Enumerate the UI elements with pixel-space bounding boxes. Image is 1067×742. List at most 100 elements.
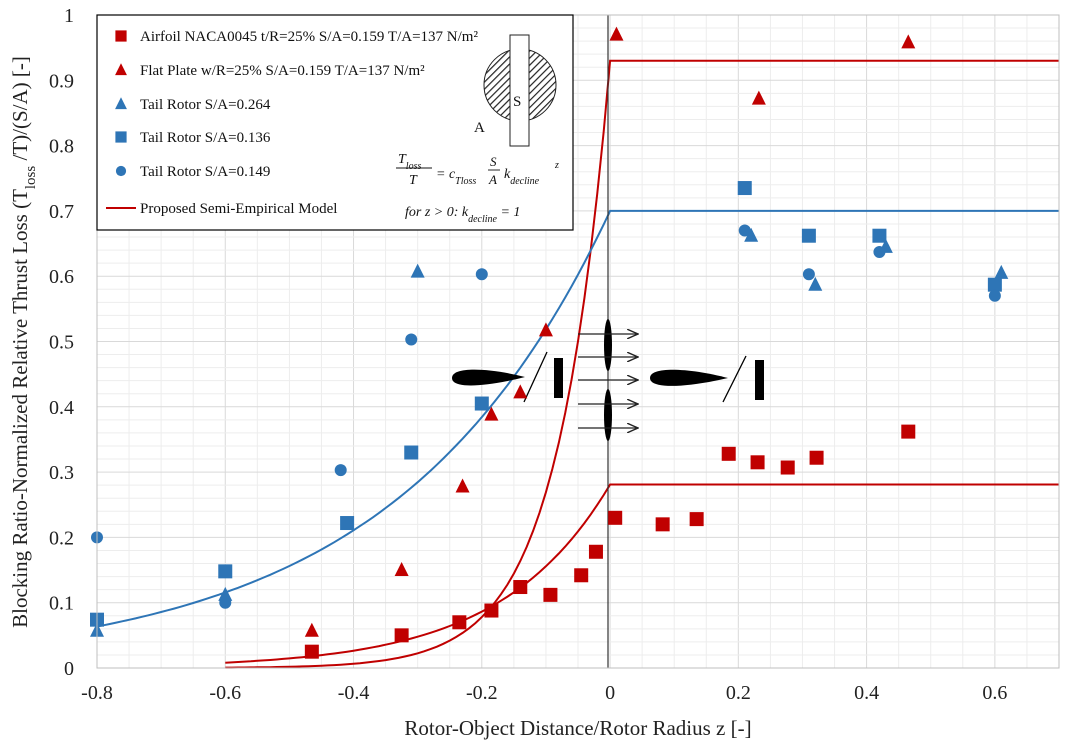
data-point <box>404 445 419 460</box>
legend-label: Tail Rotor S/A=0.264 <box>140 97 271 113</box>
y-axis-title-subscript: loss <box>23 166 39 190</box>
data-point <box>872 228 887 243</box>
svg-text:= cTloss: = cTloss <box>436 167 476 187</box>
airfoil-shape-left <box>452 369 525 386</box>
rotor-blade-bottom <box>604 389 612 441</box>
formula-eq: = c <box>436 167 456 182</box>
x-tick-label: 0.6 <box>982 682 1007 704</box>
legend-label: Flat Plate w/R=25% S/A=0.159 T/A=137 N/m… <box>140 63 425 79</box>
data-point <box>780 460 795 475</box>
formula-k-sup: z <box>554 160 559 171</box>
data-point <box>475 268 488 281</box>
blocking-plate-right-diagonal <box>722 355 747 403</box>
model-curve <box>225 59 1059 669</box>
svg-text:Tloss: Tloss <box>398 152 421 172</box>
data-point <box>304 644 319 659</box>
condition-tail: = 1 <box>497 205 520 220</box>
data-point <box>609 26 624 41</box>
model-formula: Tloss T = cTloss S A kdecline z for z > … <box>396 152 559 225</box>
formula-lhs-num-sub: loss <box>406 161 422 172</box>
data-point <box>987 277 1002 292</box>
data-point <box>655 517 670 532</box>
data-point <box>994 264 1009 279</box>
condition-text: for z > 0: k <box>405 205 469 220</box>
y-tick-label: 0.8 <box>49 136 74 158</box>
formula-lhs-den: T <box>409 173 418 188</box>
data-point <box>802 268 815 281</box>
formula-c-sub: Tloss <box>455 176 476 187</box>
data-point <box>513 384 528 399</box>
y-tick-label: 0.1 <box>49 593 74 615</box>
inset-label-s: S <box>513 94 521 110</box>
legend-marker-shape <box>115 97 127 110</box>
svg-text:for z > 0: kdecline = 1: for z > 0: kdecline = 1 <box>405 205 520 225</box>
legend-label: Airfoil NACA0045 t/R=25% S/A=0.159 T/A=1… <box>140 29 478 45</box>
x-tick-label: 0.4 <box>854 682 879 704</box>
plot-area-border <box>96 14 1060 669</box>
data-point <box>474 396 489 411</box>
legend-label: Tail Rotor S/A=0.136 <box>140 130 271 146</box>
data-point <box>750 455 765 470</box>
data-points <box>90 26 1009 659</box>
formula-lhs-num: T <box>398 152 407 167</box>
formula-k-sub: decline <box>510 176 539 187</box>
x-tick-label: -0.2 <box>466 682 498 704</box>
condition-sub: decline <box>468 214 497 225</box>
data-point <box>608 510 623 525</box>
data-point <box>744 227 759 242</box>
data-point <box>334 464 347 477</box>
y-tick-label: 0.7 <box>49 201 74 223</box>
legend-marker-shape <box>115 30 127 42</box>
blocking-plate-left-diagonal <box>523 351 548 403</box>
airfoil-shape-right <box>650 369 728 386</box>
y-axis-title-prefix: Blocking Ratio-Normalized Relative Thrus… <box>8 189 32 628</box>
data-point <box>304 622 319 637</box>
x-tick-label: 0 <box>605 682 615 704</box>
y-tick-label: 0.9 <box>49 70 74 92</box>
legend-entries: Airfoil NACA0045 t/R=25% S/A=0.159 T/A=1… <box>106 29 478 217</box>
blocking-plate-left <box>554 358 563 398</box>
data-point <box>405 333 418 346</box>
data-point <box>340 516 355 531</box>
y-tick-label: 0.3 <box>49 462 74 484</box>
data-point <box>543 587 558 602</box>
data-point <box>513 580 528 595</box>
data-point <box>394 628 409 643</box>
legend-marker <box>115 97 127 110</box>
data-point <box>452 615 467 630</box>
data-point <box>219 596 232 609</box>
y-tick-label: 0.6 <box>49 266 74 288</box>
data-point <box>809 450 824 465</box>
data-point <box>873 246 886 259</box>
legend-marker-shape <box>115 131 127 143</box>
blocking-strip <box>509 34 530 147</box>
y-axis-ticks: 0 0.1 0.2 0.3 0.4 0.5 0.6 0.7 0.8 0.9 1 <box>49 5 74 680</box>
y-tick-label: 0.5 <box>49 332 74 354</box>
data-point <box>721 446 736 461</box>
data-point <box>751 90 766 105</box>
data-point <box>218 586 233 601</box>
data-point <box>738 224 751 237</box>
data-point <box>901 34 916 49</box>
model-curve <box>96 209 1059 628</box>
data-point <box>689 512 704 527</box>
x-tick-label: -0.6 <box>209 682 241 704</box>
formula-frac-num: S <box>490 154 497 169</box>
data-point <box>410 263 425 278</box>
data-point <box>588 544 603 559</box>
data-point <box>737 181 752 196</box>
legend-label: Tail Rotor S/A=0.149 <box>140 164 270 180</box>
y-tick-label: 0 <box>64 658 74 680</box>
model-curves <box>96 59 1059 669</box>
blocking-plate-right <box>755 360 764 400</box>
svg-text:kdecline: kdecline <box>504 167 540 187</box>
model-curve <box>225 483 1059 664</box>
legend: Airfoil NACA0045 t/R=25% S/A=0.159 T/A=1… <box>96 14 574 231</box>
rotor-blade-top <box>604 319 612 371</box>
legend-marker <box>115 165 127 177</box>
y-tick-label: 1 <box>64 5 74 27</box>
flow-arrows <box>578 334 638 428</box>
formula-k: k <box>504 167 511 182</box>
x-tick-label: -0.8 <box>81 682 113 704</box>
